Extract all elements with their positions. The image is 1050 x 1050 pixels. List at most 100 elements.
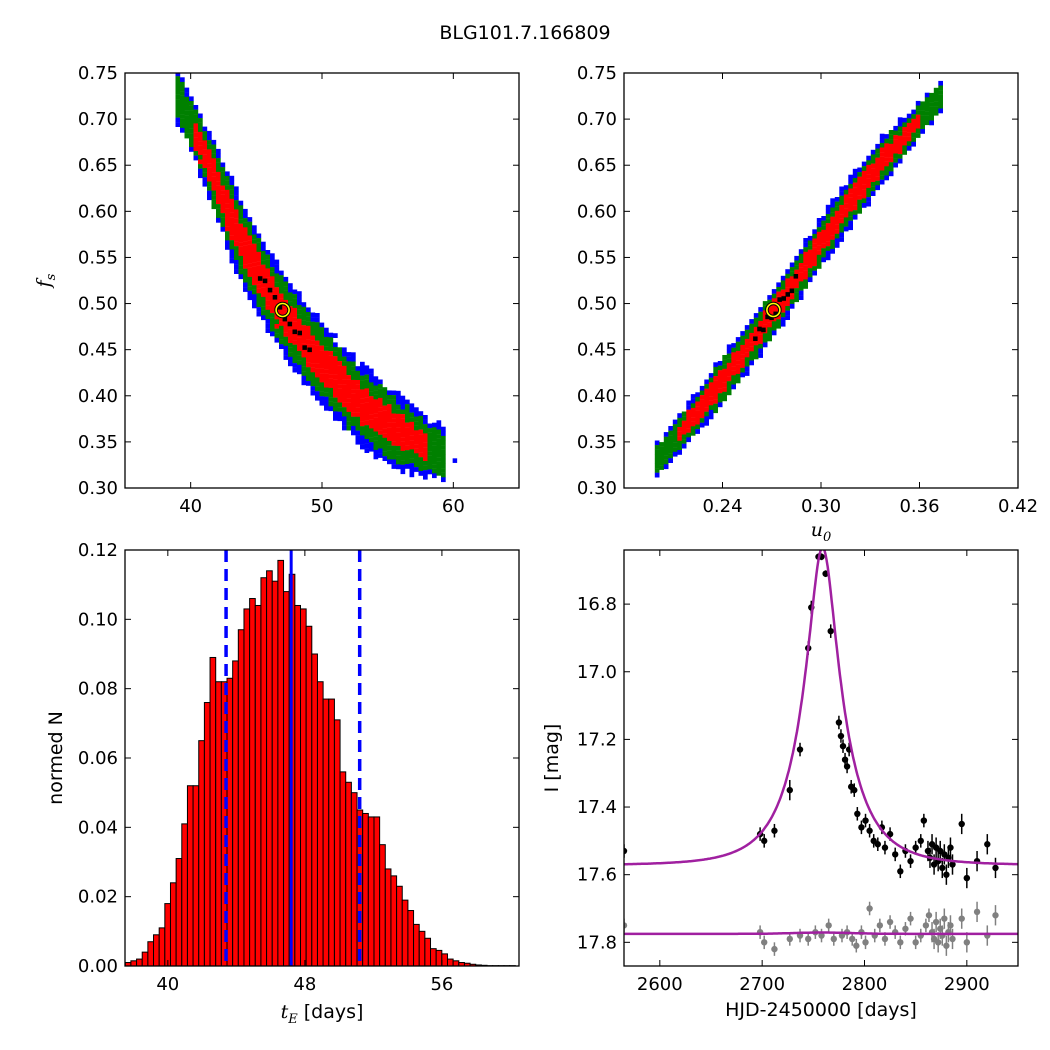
histogram-bar [424, 937, 432, 967]
density-cell [238, 214, 244, 220]
density-cell [663, 464, 669, 470]
density-cell [839, 237, 844, 242]
density-cell [825, 255, 831, 261]
density-cell [857, 167, 862, 173]
density-cell [677, 436, 682, 441]
density-cell [396, 441, 401, 447]
density-cell [807, 245, 813, 250]
density-cell [731, 356, 736, 362]
density-cell [767, 295, 772, 300]
density-cell [427, 460, 433, 466]
histogram-bar [271, 580, 279, 967]
density-cell [686, 414, 691, 420]
histogram-bar [300, 608, 307, 967]
density-cell [839, 209, 844, 215]
density-cell [690, 421, 696, 427]
density-cell [798, 267, 804, 273]
density-cell [247, 217, 253, 222]
density-cell [279, 289, 284, 294]
histogram-bar [407, 910, 415, 967]
density-cell [310, 381, 316, 387]
density-cell [243, 259, 248, 265]
density-cell [306, 307, 311, 313]
x-tick-label: 0.24 [702, 496, 742, 517]
data-point [830, 935, 837, 943]
density-cell [351, 393, 356, 399]
density-cell [301, 339, 307, 344]
density-cell [369, 377, 374, 383]
density-cell [785, 296, 790, 302]
density-cell [270, 253, 275, 259]
best-likelihood-cell [267, 287, 273, 293]
density-cell [202, 149, 208, 155]
density-cell [726, 385, 732, 391]
density-cell [346, 361, 352, 367]
density-cell [897, 131, 903, 136]
density-cell [884, 152, 889, 158]
density-cell [207, 190, 212, 196]
density-cell [744, 348, 750, 353]
density-cell [261, 264, 266, 270]
density-cell [686, 405, 691, 410]
density-cell [324, 401, 329, 407]
density-cell [328, 383, 334, 389]
density-cell [839, 232, 844, 238]
data-point [886, 830, 894, 838]
density-cell [297, 323, 302, 329]
x-tick-label: 60 [442, 496, 465, 517]
density-cell [391, 436, 397, 442]
density-cell [798, 286, 804, 291]
density-cell [753, 326, 759, 332]
density-cell [441, 468, 446, 473]
density-cell [274, 273, 280, 279]
density-cell [220, 176, 226, 182]
density-cell [198, 136, 203, 142]
density-cell [216, 185, 221, 191]
panel-tE-histogram: 40 48 560.000.020.040.060.080.100.12normed… [45, 540, 520, 1027]
density-cell [744, 338, 750, 344]
density-cell [418, 420, 424, 426]
density-cell [713, 376, 718, 381]
density-cell [717, 402, 723, 408]
density-cell [843, 222, 849, 227]
density-cell [400, 409, 406, 415]
density-cell [893, 162, 898, 168]
density-cell [378, 443, 383, 449]
density-cell [749, 319, 754, 324]
data-point [925, 912, 933, 919]
density-cell [762, 342, 768, 348]
density-cell [713, 403, 718, 409]
y-axis-label: I [mag] [541, 724, 563, 793]
data-point [849, 935, 856, 943]
density-cell [261, 287, 266, 293]
density-cell [220, 226, 226, 232]
density-cell [279, 270, 284, 276]
density-cell [256, 265, 262, 271]
density-cell [247, 253, 253, 259]
density-cell [382, 447, 388, 452]
density-cell [306, 344, 311, 349]
density-cell [220, 208, 226, 214]
density-cell [400, 423, 406, 429]
density-cell [184, 110, 190, 116]
density-cell [400, 460, 406, 465]
density-cell [180, 100, 185, 106]
density-cell [337, 365, 343, 371]
density-cell [351, 384, 356, 390]
density-cell [270, 290, 275, 295]
density-cell [699, 413, 705, 419]
density-cell [265, 291, 271, 297]
density-cell [436, 424, 442, 430]
density-cell [283, 336, 289, 342]
data-point [835, 719, 843, 726]
density-cell [695, 406, 700, 411]
density-cell [735, 341, 741, 347]
density-cell [247, 272, 253, 278]
histogram-bars [124, 559, 516, 967]
data-point [973, 908, 981, 916]
density-cell [911, 123, 916, 129]
density-cell [373, 422, 379, 428]
density-cell [699, 408, 705, 414]
density-cell [252, 298, 257, 304]
density-cell [427, 451, 433, 456]
